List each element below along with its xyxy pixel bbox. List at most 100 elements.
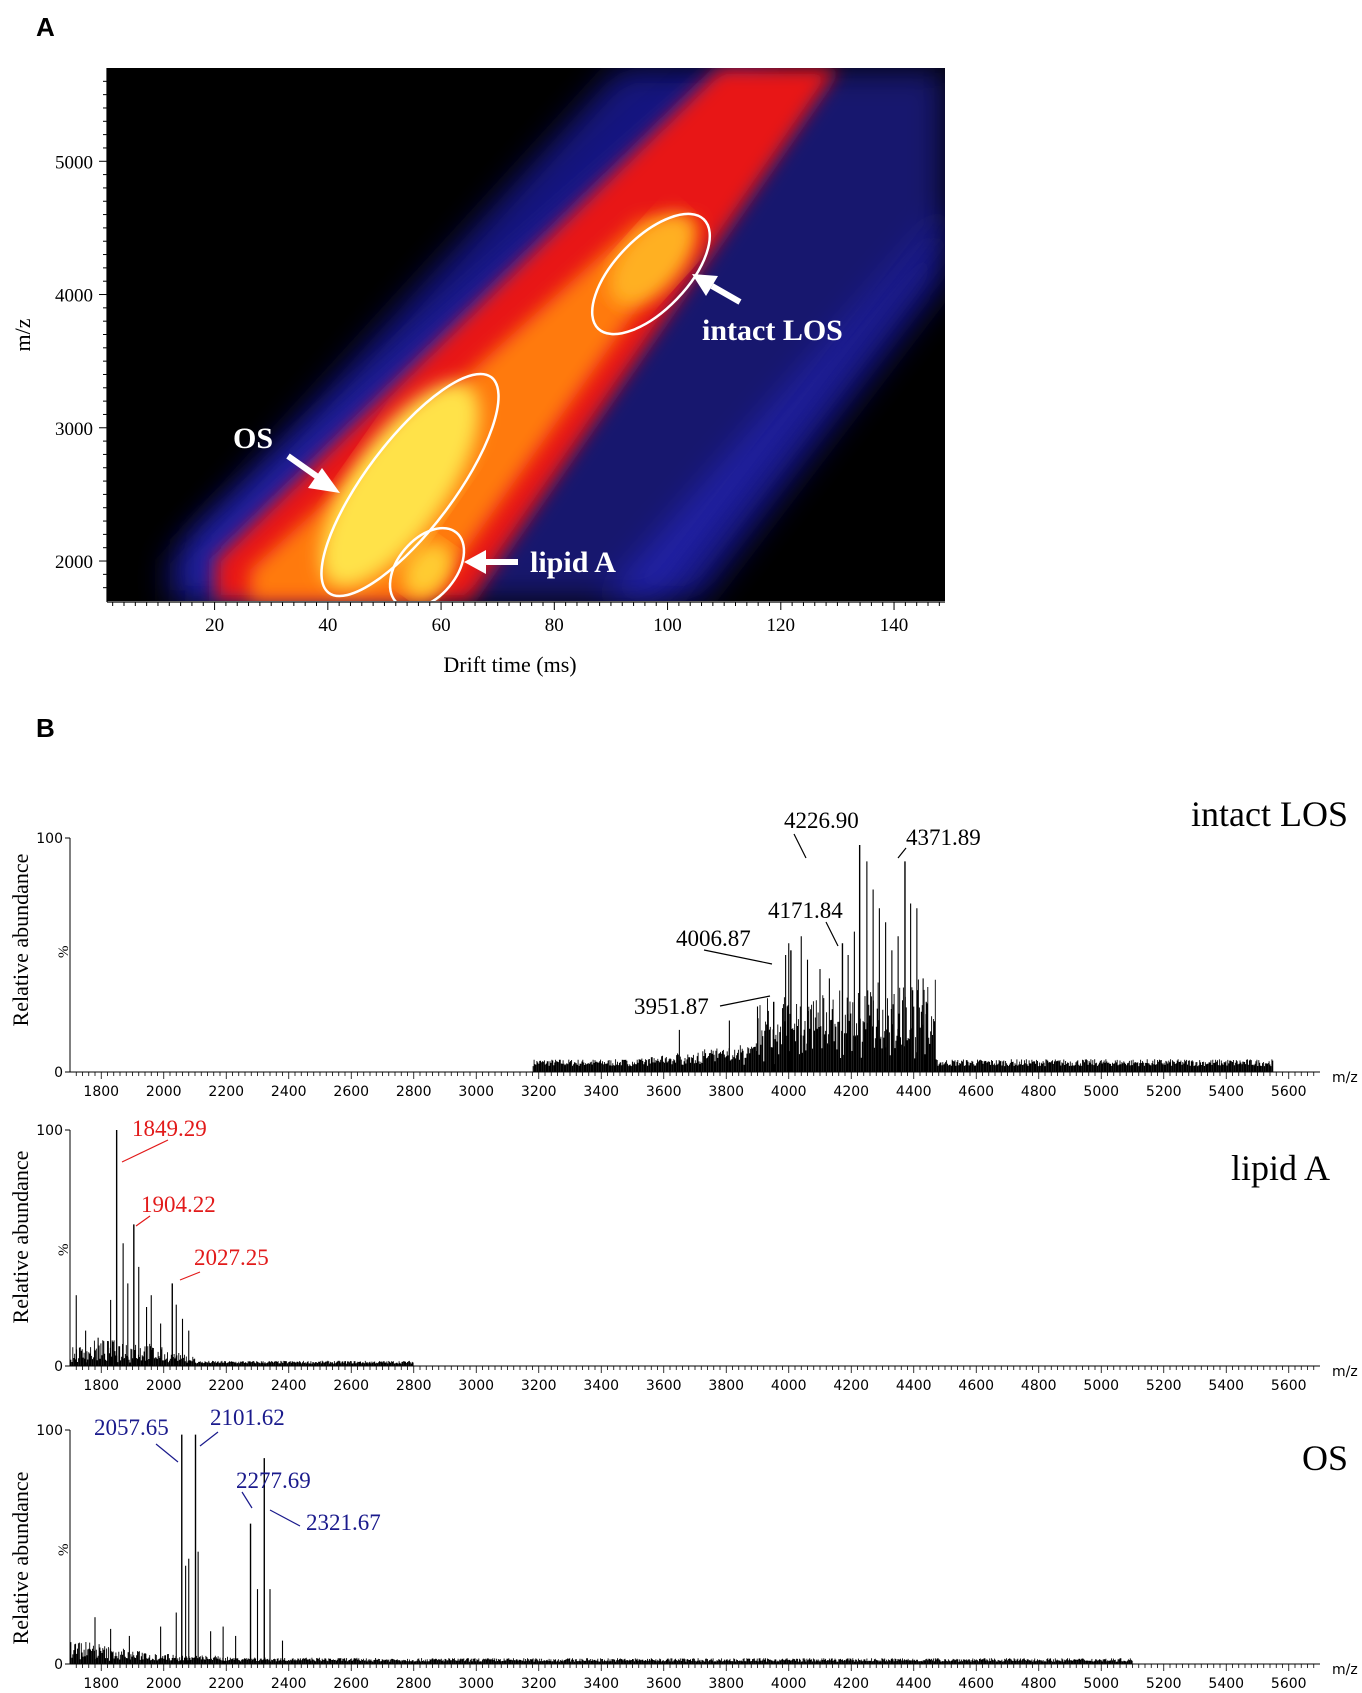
peak-label-leader <box>155 1443 179 1463</box>
x-tick-label: 3600 <box>646 1378 682 1394</box>
x-tick-label: 4000 <box>771 1084 807 1100</box>
peak-label: 4226.90 <box>784 808 859 833</box>
spectrum-x-axis-title: m/z <box>1332 1070 1358 1086</box>
x-tick-label: 4600 <box>958 1676 994 1692</box>
x-tick-label: 4800 <box>1021 1378 1057 1394</box>
x-tick-label: 5400 <box>1208 1084 1244 1100</box>
spectrum-2-percent-label: % <box>56 1244 72 1257</box>
peak-label: 4171.84 <box>768 898 843 923</box>
spectrum-x-axis-title: m/z <box>1332 1662 1358 1678</box>
x-tick-label: 4600 <box>958 1378 994 1394</box>
y-tick-label: 100 <box>36 831 63 847</box>
x-tick-label: 3400 <box>583 1084 619 1100</box>
peak-label: 1904.22 <box>141 1192 216 1217</box>
spectrum-3: 100 0 1800 2000 2200 2400 2600 2800 3000 3200 3400… <box>36 1423 1357 1692</box>
y-tick-label: 0 <box>54 1065 63 1081</box>
x-tick-label: 5000 <box>1083 1378 1119 1394</box>
x-tick-label: 3600 <box>646 1084 682 1100</box>
mass-spectra: 100 0 1800 2000 2200 2400 2600 2800 3000 3200 3400… <box>36 831 1357 1692</box>
x-tick-label: 3800 <box>708 1084 744 1100</box>
os-peak-labels: 2057.65 2101.62 2277.69 2321.67 <box>94 1405 381 1535</box>
x-tick-label: 2400 <box>271 1084 307 1100</box>
x-tick-label: 2200 <box>208 1378 244 1394</box>
x-tick-label: 3200 <box>521 1378 557 1394</box>
x-tick-label: 2800 <box>396 1084 432 1100</box>
os-region-label: OS <box>233 422 273 455</box>
x-tick-label: 40 <box>318 615 337 636</box>
heatmap-x-axis-title: Drift time (ms) <box>443 652 576 677</box>
x-tick-label: 5600 <box>1271 1676 1307 1692</box>
x-tick-label: 140 <box>880 615 909 636</box>
spectrum-trace <box>69 1642 1133 1664</box>
x-tick-label: 2800 <box>396 1676 432 1692</box>
x-tick-label: 5200 <box>1146 1084 1182 1100</box>
peak-label: 3951.87 <box>634 994 709 1019</box>
los-region-label: intact LOS <box>702 314 843 347</box>
x-tick-label: 4400 <box>896 1676 932 1692</box>
y-tick-label: 5000 <box>55 152 93 173</box>
x-tick-label: 5000 <box>1083 1084 1119 1100</box>
x-tick-label: 4400 <box>896 1378 932 1394</box>
x-tick-label: 2800 <box>396 1378 432 1394</box>
x-tick-label: 2600 <box>333 1084 369 1100</box>
peak-label-leader <box>897 847 907 859</box>
x-tick-label: 3600 <box>646 1676 682 1692</box>
spectrum-1-y-axis-title: Relative abundance <box>8 854 33 1027</box>
x-tick-label: 80 <box>545 615 564 636</box>
peak-label-leader <box>199 1431 219 1447</box>
peak-label-leader <box>825 921 839 947</box>
peak-label-leader <box>135 1215 151 1227</box>
panel-a-letter: A <box>36 12 55 42</box>
los-hotspot <box>608 214 696 306</box>
y-tick-label: 0 <box>54 1359 63 1375</box>
peak-label: 2101.62 <box>210 1405 285 1430</box>
lipid-a-region-label: lipid A <box>530 546 616 579</box>
spectrum-title-intact-los: intact LOS <box>1191 794 1348 834</box>
spectrum-1-percent-label: % <box>56 946 72 959</box>
x-tick-label: 4600 <box>958 1084 994 1100</box>
peak-label-leader <box>269 1509 301 1527</box>
peak-label-leader <box>121 1139 169 1163</box>
lipid-a-region-outline <box>388 526 466 610</box>
los-arrow <box>692 274 742 305</box>
drift-time-heatmap <box>107 68 945 601</box>
spectrum-2: 100 0 1800 2000 2200 2400 2600 2800 3000 3200 3400… <box>36 1123 1357 1394</box>
x-tick-label: 3800 <box>708 1378 744 1394</box>
x-tick-label: 2600 <box>333 1676 369 1692</box>
x-tick-label: 3200 <box>521 1676 557 1692</box>
x-tick-label: 2200 <box>208 1084 244 1100</box>
lipid-a-hotspot <box>403 542 453 598</box>
spectrum-title-os: OS <box>1302 1438 1348 1478</box>
x-tick-label: 3400 <box>583 1676 619 1692</box>
spectrum-x-axis-title: m/z <box>1332 1364 1358 1380</box>
lipid-a-arrow <box>464 550 518 574</box>
x-tick-label: 2000 <box>146 1378 182 1394</box>
spectrum-3-percent-label: % <box>56 1544 72 1557</box>
os-arrow <box>286 453 340 493</box>
x-tick-label: 4000 <box>771 1676 807 1692</box>
los-region-outline <box>590 212 712 336</box>
peak-label: 2027.25 <box>194 1245 269 1270</box>
os-hotspot <box>320 382 480 588</box>
x-tick-label: 2400 <box>271 1676 307 1692</box>
x-tick-label: 4800 <box>1021 1676 1057 1692</box>
x-tick-label: 4200 <box>833 1378 869 1394</box>
x-tick-label: 60 <box>432 615 451 636</box>
x-tick-label: 2000 <box>146 1676 182 1692</box>
x-tick-label: 120 <box>767 615 796 636</box>
x-tick-label: 5400 <box>1208 1378 1244 1394</box>
peak-label-leader <box>793 833 807 859</box>
x-tick-label: 1800 <box>83 1676 119 1692</box>
peak-label: 4006.87 <box>676 926 751 951</box>
x-tick-label: 3000 <box>458 1084 494 1100</box>
x-tick-label: 4000 <box>771 1378 807 1394</box>
peak-label: 2277.69 <box>236 1468 311 1493</box>
x-tick-label: 4800 <box>1021 1084 1057 1100</box>
spectrum-trace <box>69 1340 414 1366</box>
x-tick-label: 5200 <box>1146 1378 1182 1394</box>
peak-label: 1849.29 <box>132 1116 207 1141</box>
spectrum-2-y-axis-title: Relative abundance <box>8 1151 33 1324</box>
os-region-outline <box>320 372 500 598</box>
x-tick-label: 4200 <box>833 1084 869 1100</box>
